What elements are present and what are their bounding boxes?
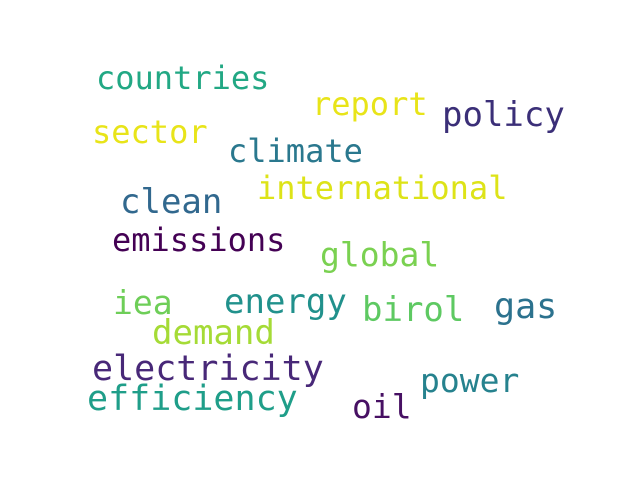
word-global: global xyxy=(320,235,440,274)
word-sector: sector xyxy=(92,113,208,151)
word-power: power xyxy=(420,361,520,400)
word-electricity: electricity xyxy=(92,349,324,389)
word-emissions: emissions xyxy=(112,221,286,259)
word-report: report xyxy=(312,85,428,123)
word-policy: policy xyxy=(442,95,565,135)
word-international: international xyxy=(257,169,508,207)
word-birol: birol xyxy=(362,290,465,330)
word-gas: gas xyxy=(494,287,558,327)
word-climate: climate xyxy=(228,132,363,170)
word-energy: energy xyxy=(224,282,347,322)
word-clean: clean xyxy=(120,182,223,222)
word-iea: iea xyxy=(113,283,173,322)
word-demand: demand xyxy=(152,313,275,353)
word-efficiency: efficiency xyxy=(87,379,298,419)
word-countries: countries xyxy=(96,59,270,97)
word-oil: oil xyxy=(352,387,412,426)
